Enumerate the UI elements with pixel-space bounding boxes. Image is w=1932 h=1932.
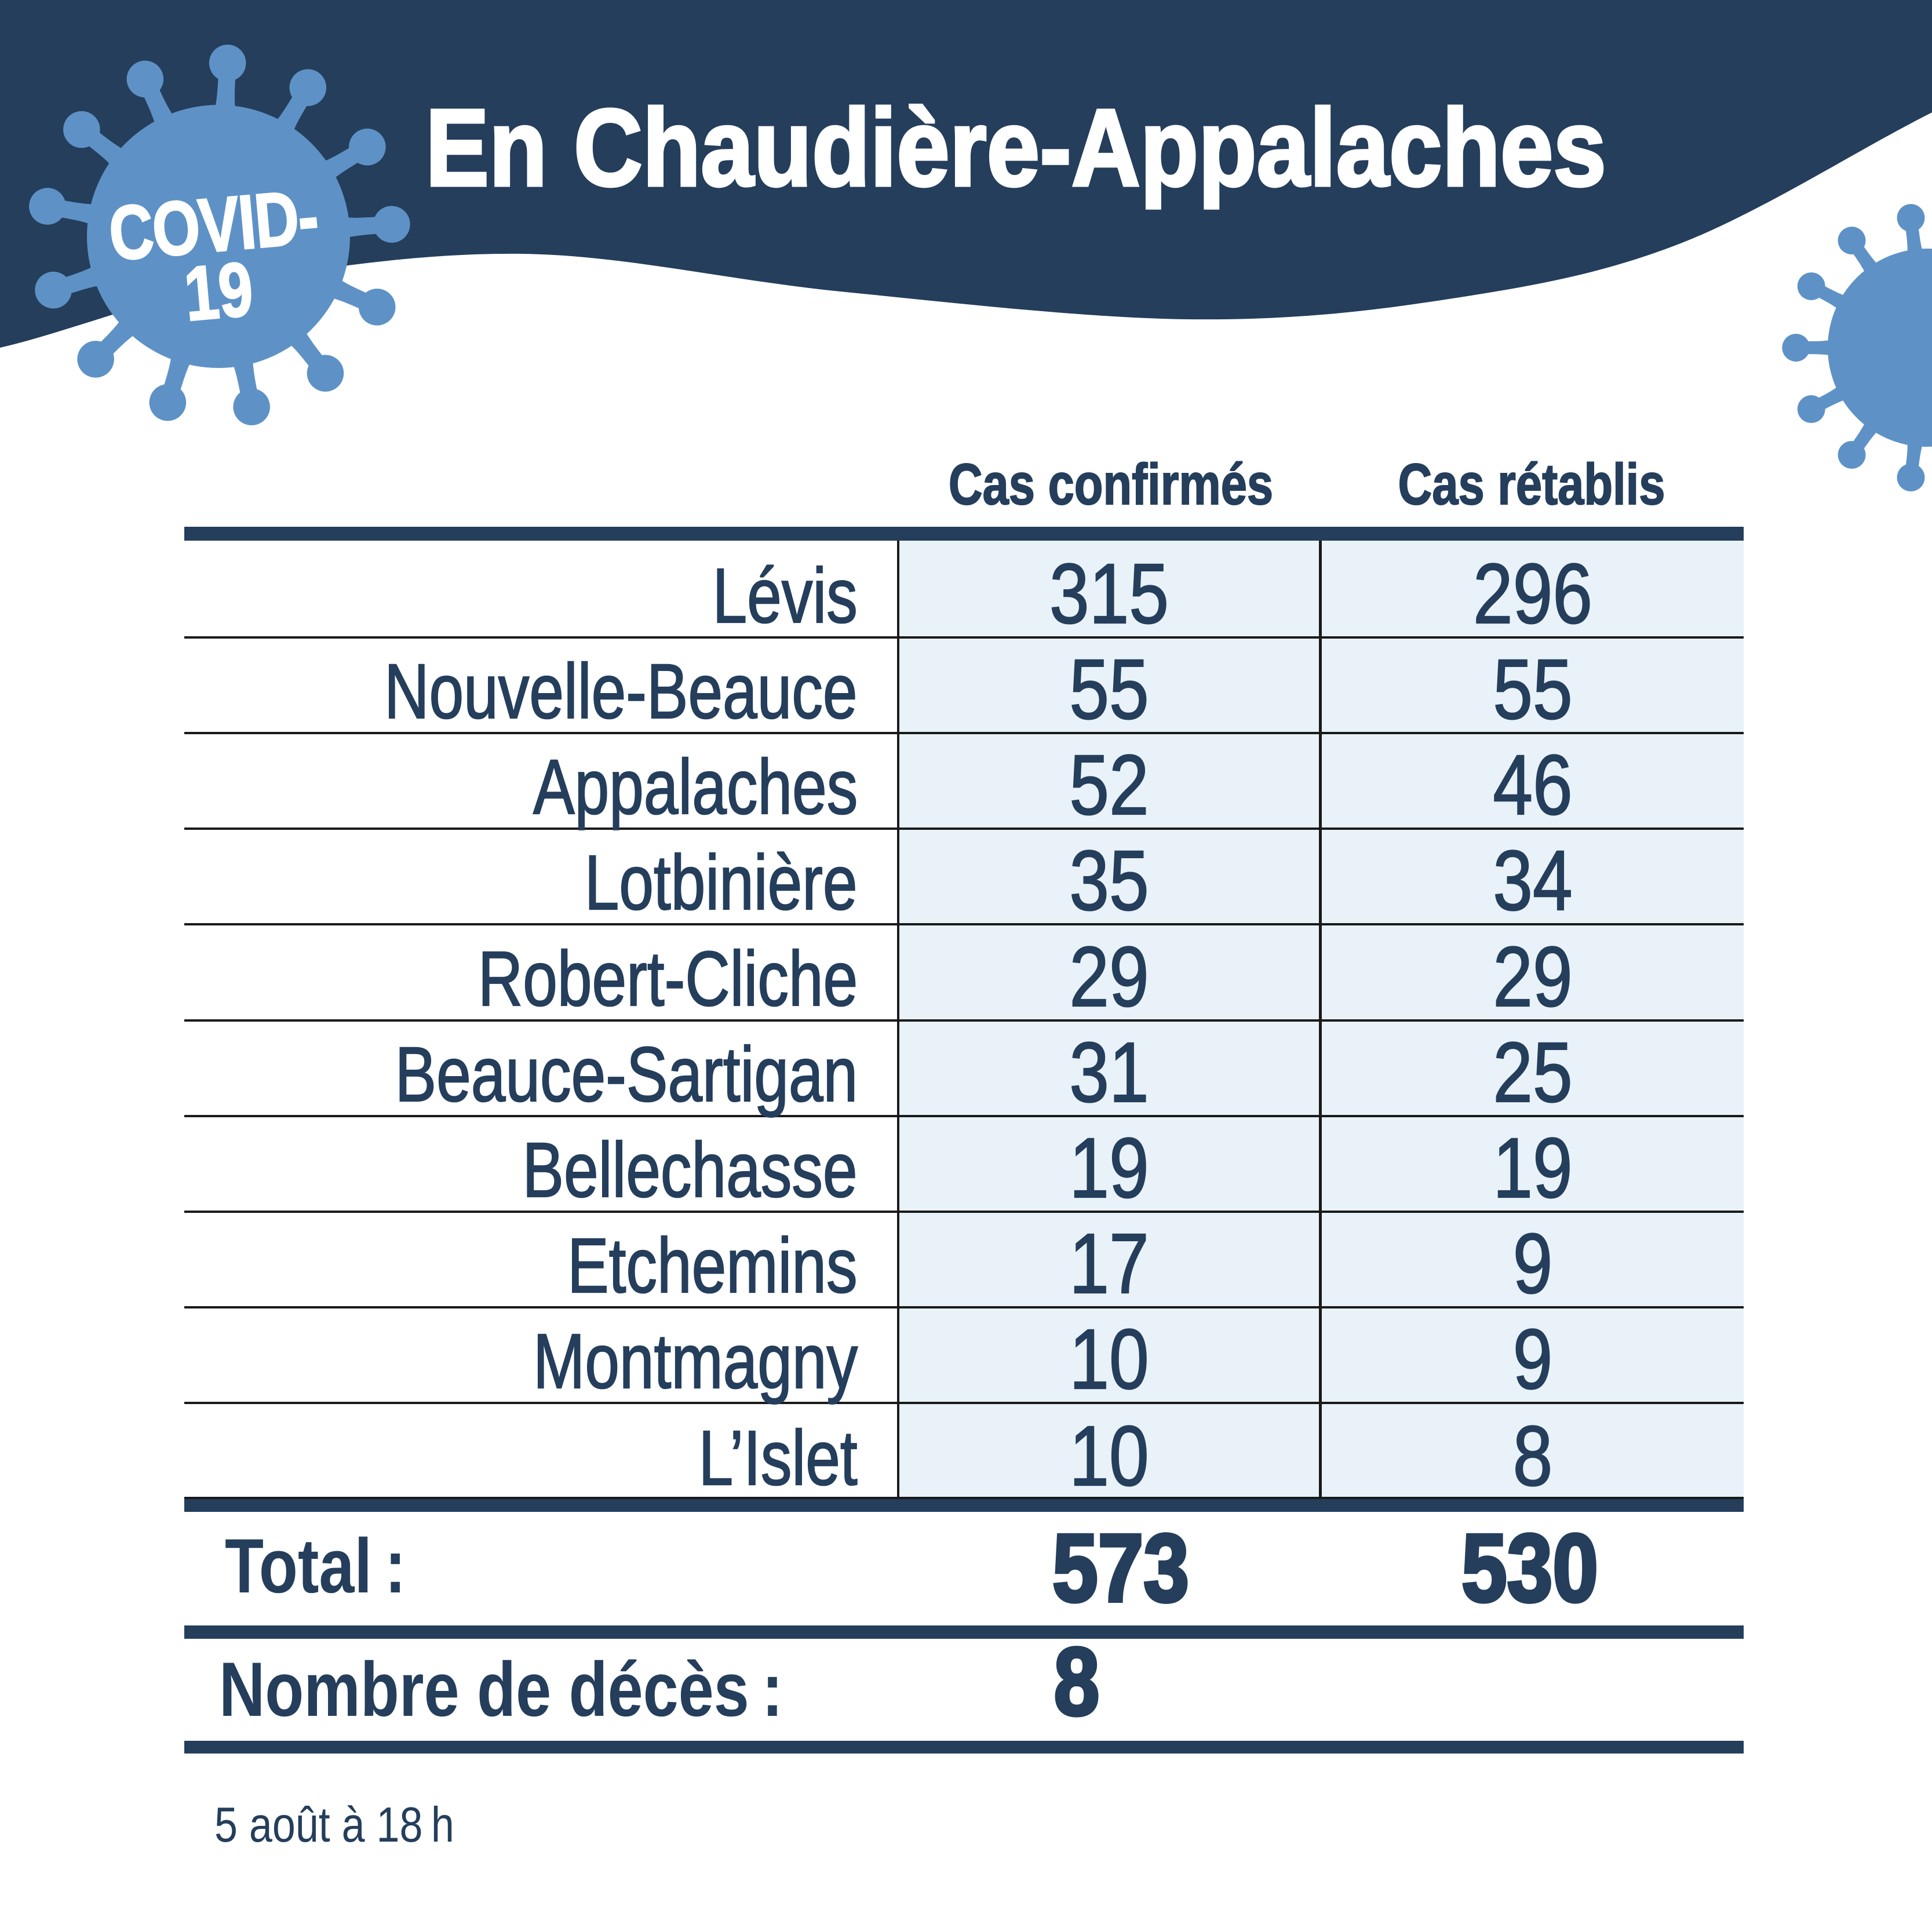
svg-text:COVID-: COVID- [105, 174, 322, 277]
svg-text:19: 19 [181, 246, 256, 337]
